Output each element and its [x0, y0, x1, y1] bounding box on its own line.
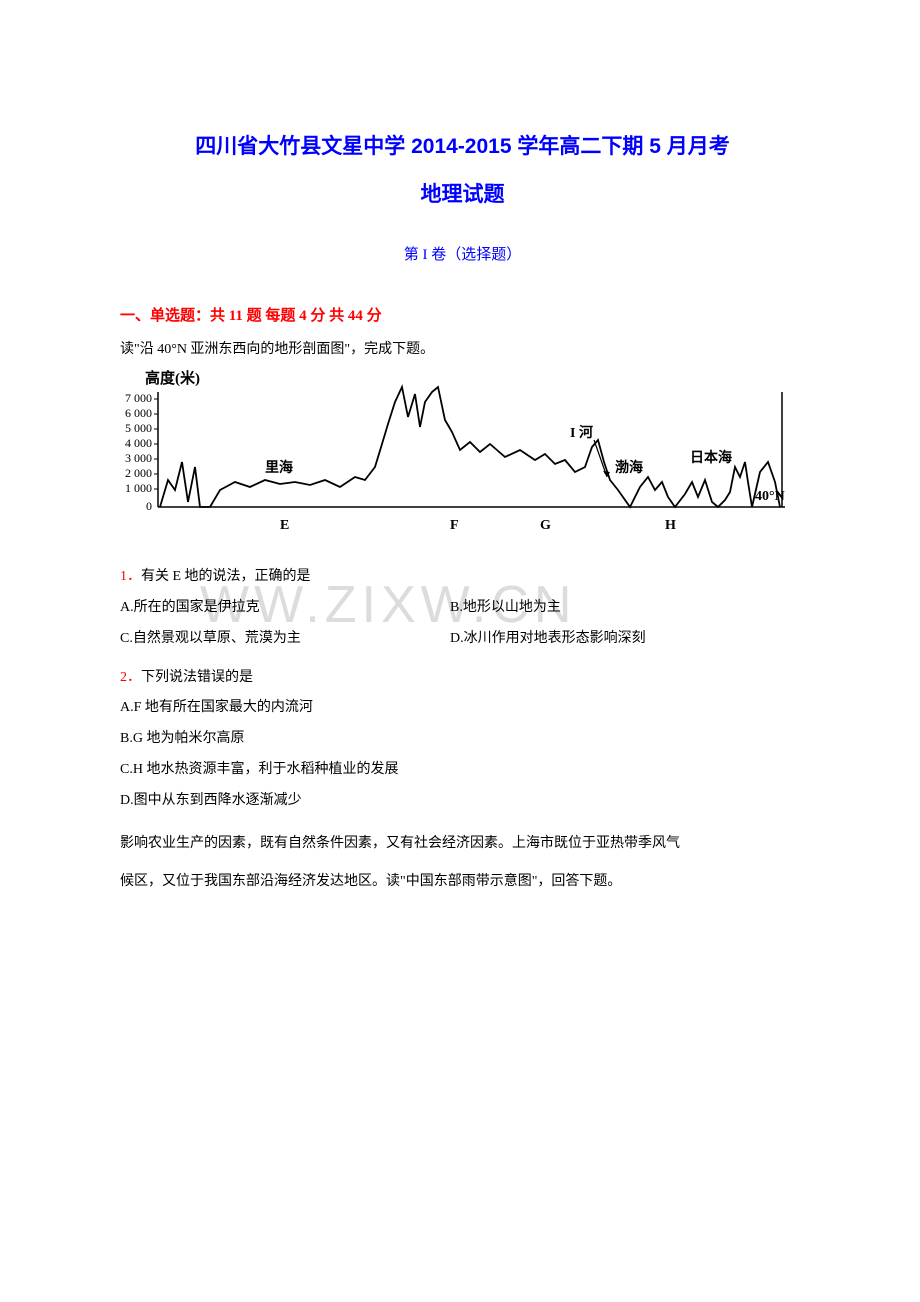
chart-y-axis-label: 高度(米) [145, 367, 200, 388]
ytick-1000: 1 000 [125, 481, 152, 495]
q1-text: 有关 E 地的说法，正确的是 [141, 569, 311, 584]
q2-num: 2． [120, 670, 141, 685]
section-label: 第 I 卷（选择题） [120, 243, 805, 264]
q2-option-a: A.F 地有所在国家最大的内流河 [120, 693, 805, 724]
label-lihai: 里海 [265, 459, 293, 476]
label-lat: 40°N [755, 489, 785, 504]
ytick-7000: 7 000 [125, 391, 152, 405]
xlabel-e: E [280, 518, 289, 533]
title-main: 四川省大竹县文星中学 2014-2015 学年高二下期 5 月月考 [120, 130, 805, 160]
ytick-5000: 5 000 [125, 421, 152, 435]
label-ribenhai: 日本海 [690, 449, 732, 466]
intro-2a: 影响农业生产的因素，既有自然条件因素，又有社会经济因素。上海市既位于亚热带季风气 [120, 829, 805, 860]
question-2: 2．下列说法错误的是 A.F 地有所在国家最大的内流河 B.G 地为帕米尔高原 … [120, 663, 805, 817]
section-header: 一、单选题：共 11 题 每题 4 分 共 44 分 [120, 304, 805, 325]
q1-option-a: A.所在的国家是伊拉克 [120, 593, 450, 624]
xlabel-g: G [540, 518, 551, 533]
q2-option-d: D.图中从东到西降水逐渐减少 [120, 786, 805, 817]
intro-1: 读"沿 40°N 亚洲东西向的地形剖面图"，完成下题。 [120, 337, 805, 362]
title-sub: 地理试题 [120, 178, 805, 208]
ytick-3000: 3 000 [125, 451, 152, 465]
content: 四川省大竹县文星中学 2014-2015 学年高二下期 5 月月考 地理试题 第… [120, 130, 805, 898]
q2-option-b: B.G 地为帕米尔高原 [120, 724, 805, 755]
label-ihe: I 河 [570, 424, 593, 441]
profile-line [160, 387, 780, 507]
ytick-4000: 4 000 [125, 436, 152, 450]
terrain-chart: 高度(米) 7 000 6 000 5 000 4 000 3 000 2 00… [120, 372, 800, 537]
q2-option-c: C.H 地水热资源丰富，利于水稻种植业的发展 [120, 755, 805, 786]
q1-num: 1． [120, 569, 141, 584]
chart-svg: 7 000 6 000 5 000 4 000 3 000 2 000 1 00… [120, 372, 800, 537]
intro-2b: 候区，又位于我国东部沿海经济发达地区。读"中国东部雨带示意图"，回答下题。 [120, 867, 805, 898]
xlabel-f: F [450, 518, 459, 533]
q1-option-b: B.地形以山地为主 [450, 593, 561, 624]
question-1: 1．有关 E 地的说法，正确的是 A.所在的国家是伊拉克 B.地形以山地为主 C… [120, 562, 805, 654]
q2-text: 下列说法错误的是 [141, 670, 253, 685]
xlabel-h: H [665, 518, 676, 533]
label-bohai: 渤海 [615, 459, 643, 476]
ytick-6000: 6 000 [125, 406, 152, 420]
ytick-0: 0 [146, 499, 152, 513]
q1-option-d: D.冰川作用对地表形态影响深刻 [450, 624, 646, 655]
ytick-2000: 2 000 [125, 466, 152, 480]
q1-option-c: C.自然景观以草原、荒漠为主 [120, 624, 450, 655]
